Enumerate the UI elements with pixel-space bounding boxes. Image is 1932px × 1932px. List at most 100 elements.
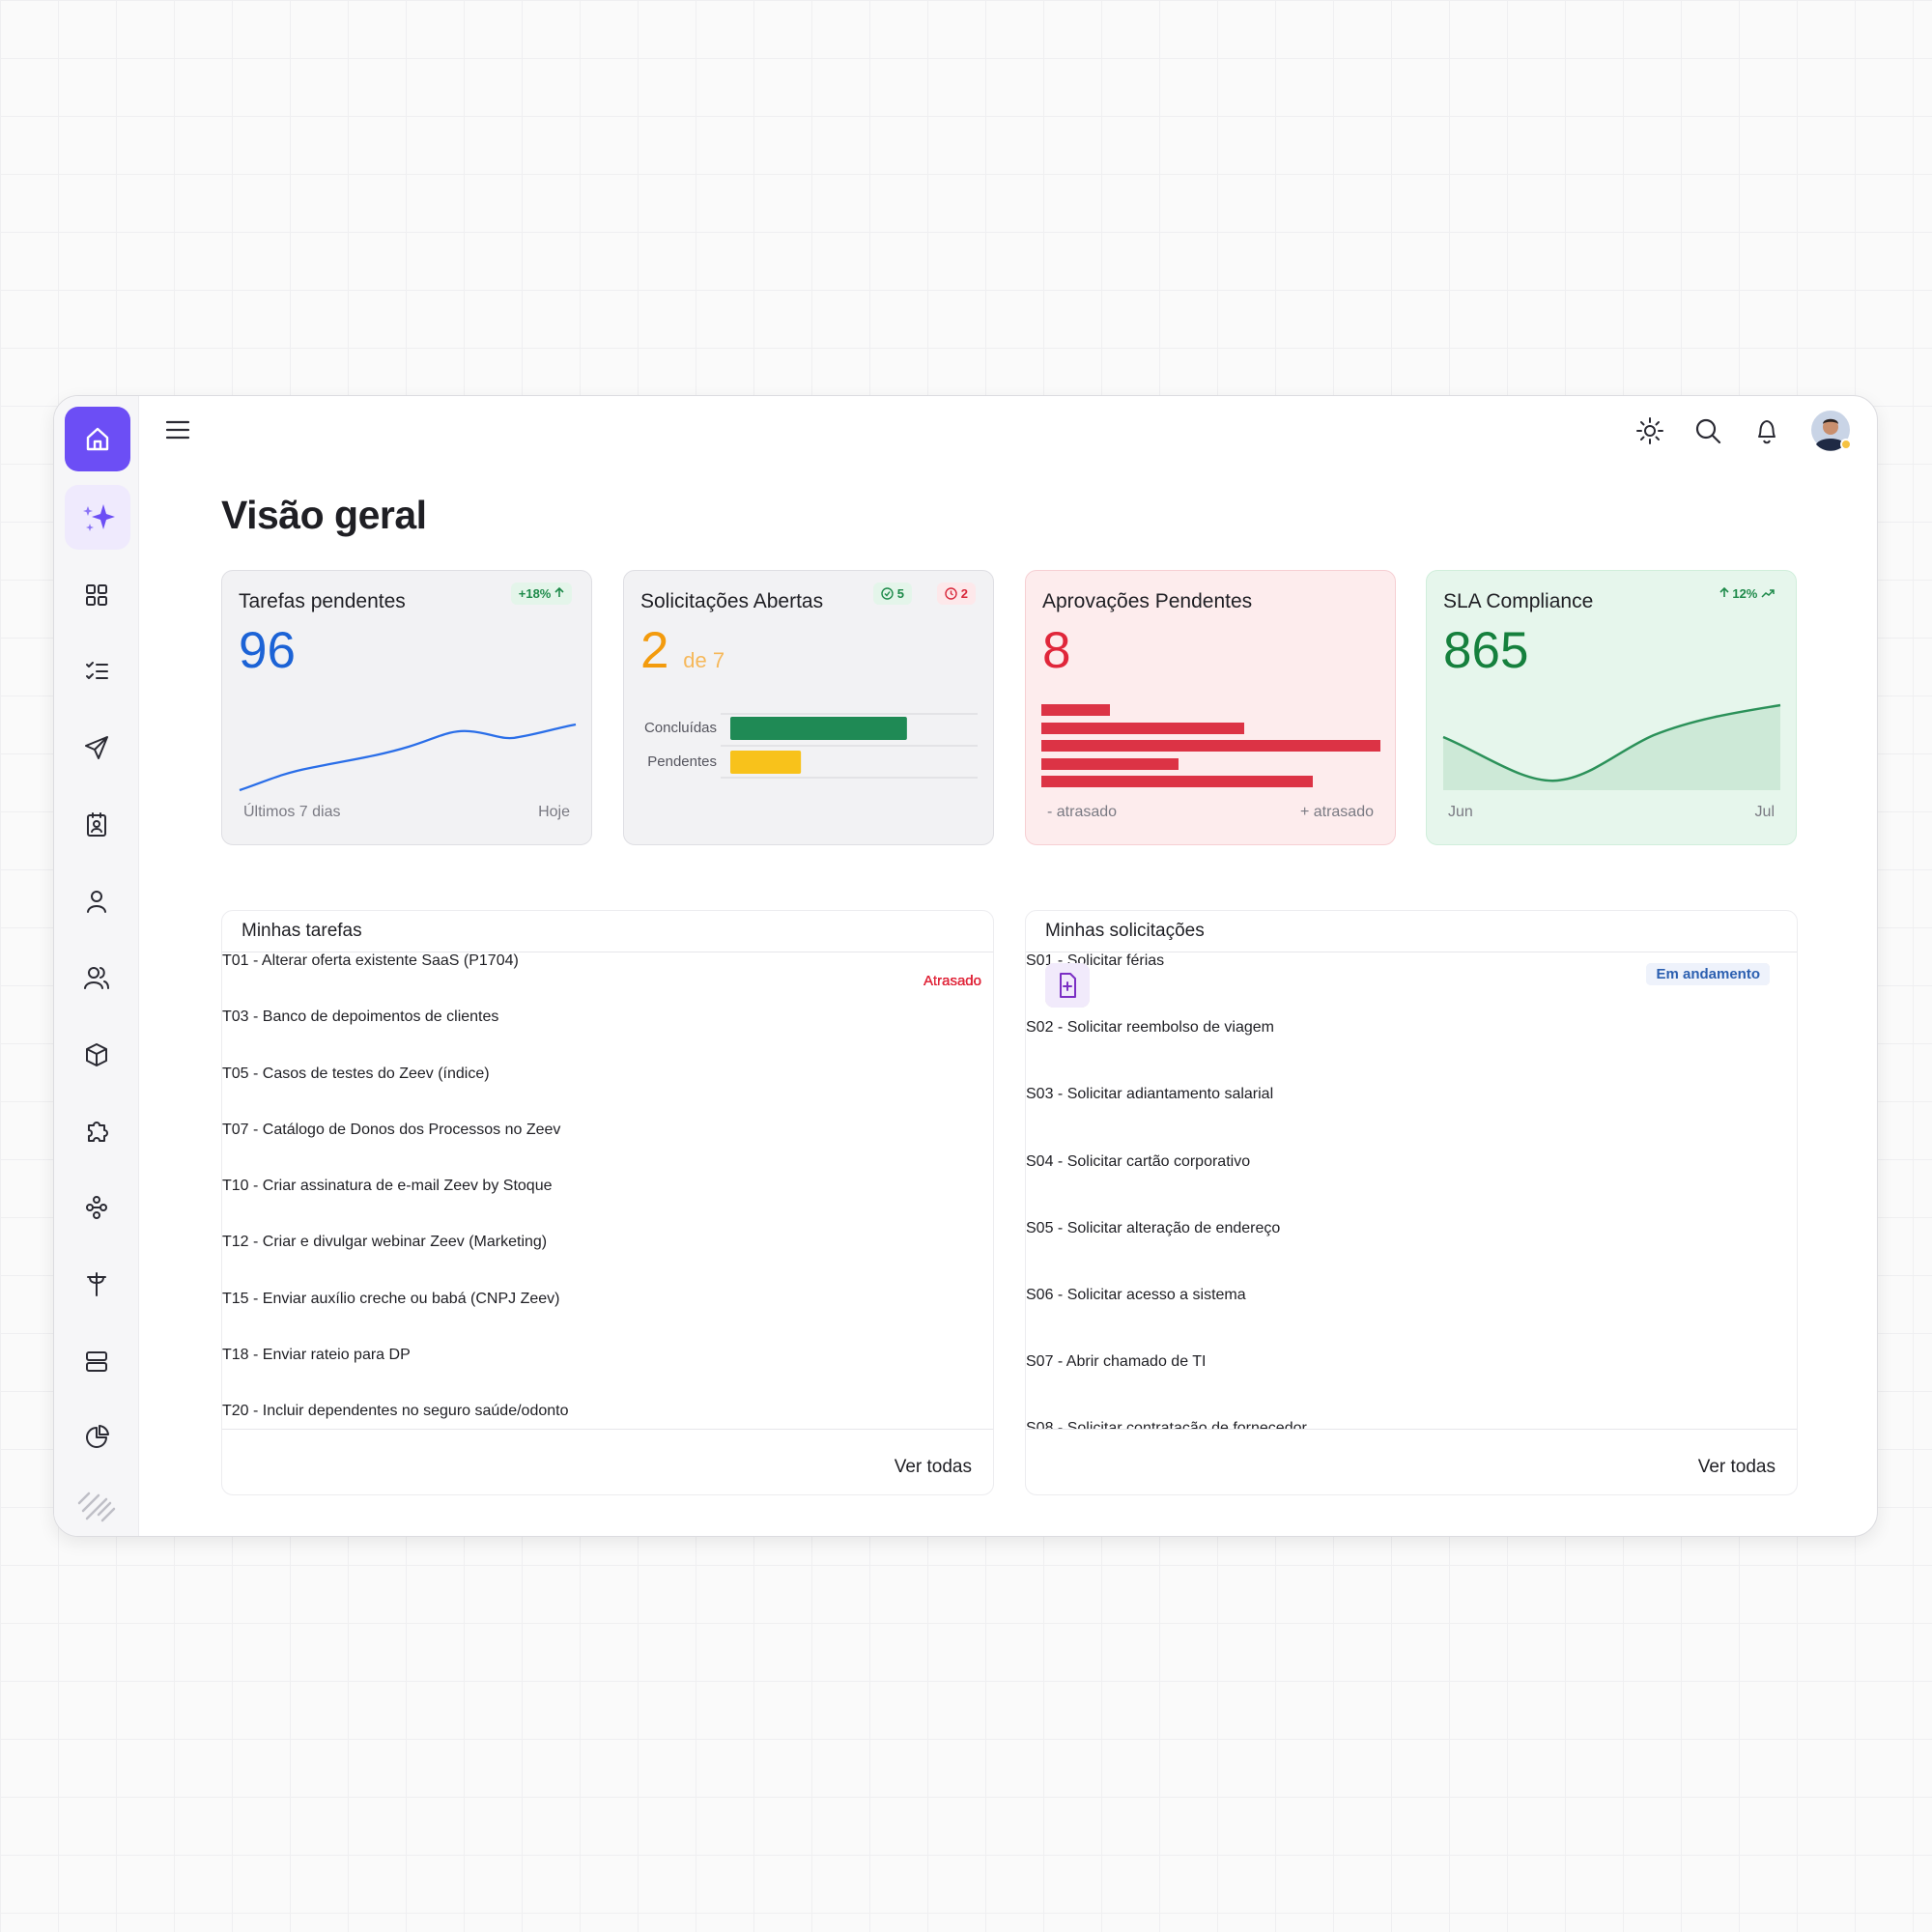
badge-text: 5 [896, 586, 904, 601]
task-row[interactable]: T05 - Casos de testes do Zeev (índice) At… [222, 973, 993, 1122]
status-label: Atrasado [923, 973, 981, 989]
task-name: T12 - Criar e divulgar webinar Zeev (Mar… [222, 1234, 548, 1251]
task-row[interactable]: T01 - Alterar oferta existente SaaS (P17… [222, 952, 993, 1009]
delay-bars [1041, 704, 1380, 787]
request-name: S07 - Abrir chamado de TI [1026, 1353, 1207, 1371]
request-row[interactable]: S07 - Abrir chamado de TINão concluído [1026, 963, 1797, 1420]
bar-label: Pendentes [647, 753, 717, 770]
progress-bars: Concluídas Pendentes [644, 713, 978, 779]
request-row[interactable]: S04 - Solicitar cartão corporativoRejeit… [1026, 963, 1797, 1220]
icon-glyph [1060, 973, 1076, 998]
avatar[interactable] [1810, 410, 1855, 454]
task-name: T07 - Catálogo de Donos dos Processos no… [222, 1121, 561, 1138]
nav-reports[interactable] [75, 1416, 118, 1459]
request-name: S06 - Solicitar acesso a sistema [1026, 1286, 1246, 1303]
kpi-card: Tarefas pendentes +18% 96 Últimos 7 dias… [221, 570, 592, 845]
status-label: Atrasado [923, 973, 981, 989]
task-row[interactable]: T12 - Criar e divulgar webinar Zeev (Mar… [222, 973, 993, 1290]
task-name: T10 - Criar assinatura de e-mail Zeev by… [222, 1178, 553, 1195]
kpi-card: SLA Compliance 12% 865 Jun Jul [1426, 570, 1797, 845]
bar-label: Concluídas [644, 720, 717, 736]
divider [1026, 1429, 1797, 1430]
trend-badge: 12% [1712, 582, 1782, 605]
status-label: Atrasado [923, 973, 981, 989]
kpi-number: 2 [640, 622, 669, 679]
task-row[interactable]: T20 - Incluir dependentes no seguro saúd… [222, 973, 993, 1429]
task-row[interactable]: T07 - Catálogo de Donos dos Processos no… [222, 973, 993, 1178]
nav-contacts[interactable] [75, 804, 118, 846]
page-title: Visão geral [221, 493, 427, 537]
bar-shape [1041, 723, 1244, 734]
request-row[interactable]: S03 - Solicitar adiantamento salarialCon… [1026, 963, 1797, 1152]
search-button[interactable] [1692, 415, 1723, 446]
task-name: T05 - Casos de testes do Zeev (índice) [222, 1065, 490, 1082]
kpi-value: 865 [1443, 622, 1529, 679]
nav-server[interactable] [75, 1340, 118, 1382]
status-label: Atrasado [923, 973, 981, 989]
see-all-link[interactable]: Ver todas [1697, 1457, 1776, 1477]
home-button[interactable] [65, 407, 130, 471]
status-label: Atrasado [923, 973, 981, 989]
ai-button[interactable] [65, 485, 130, 550]
menu-button[interactable] [163, 417, 192, 442]
trend-badge: +18% [510, 582, 572, 605]
bar-shape [1041, 758, 1179, 770]
kpi-value: 2 de 7 [640, 624, 724, 688]
task-name: T01 - Alterar oferta existente SaaS (P17… [222, 952, 519, 969]
panel-title: Minhas solicitações [1045, 921, 1205, 941]
footer-right: Jul [1754, 804, 1775, 820]
panel-title: Minhas tarefas [242, 921, 362, 941]
request-row[interactable]: S05 - Solicitar alteração de endereçoApr… [1026, 963, 1797, 1287]
bar [730, 751, 802, 774]
nav-send[interactable] [75, 726, 118, 769]
footer-left: - atrasado [1047, 804, 1118, 820]
check-icon [881, 587, 894, 600]
task-name: T20 - Incluir dependentes no seguro saúd… [222, 1403, 569, 1420]
task-row[interactable]: T03 - Banco de depoimentos de clientes At… [222, 973, 993, 1065]
task-name: T15 - Enviar auxílio creche ou babá (CNP… [222, 1290, 560, 1307]
nav-plugins[interactable] [75, 1110, 118, 1152]
nav-signpost[interactable] [75, 1263, 118, 1305]
footer-left: Últimos 7 dias [243, 804, 341, 820]
arrow-icon [554, 586, 564, 597]
bar [730, 717, 907, 740]
arrow-icon [1719, 586, 1729, 597]
status-label: Atrasado [923, 973, 981, 989]
area-chart [1442, 703, 1781, 790]
logo [77, 1492, 116, 1522]
footer-right: + atrasado [1299, 804, 1374, 820]
task-name: T03 - Banco de depoimentos de clientes [222, 1009, 499, 1026]
request-list: S01 - Solicitar fériasAprovadoS02 - Soli… [1026, 952, 1797, 1429]
footer-right: Hoje [538, 804, 570, 820]
card-title: Aprovações Pendentes [1042, 590, 1253, 612]
done-badge: 5 [873, 582, 912, 605]
request-row[interactable]: S02 - Solicitar reembolso de viagem Em an… [1026, 963, 1797, 1086]
clock-icon [945, 587, 957, 600]
total-number: 7 [712, 648, 725, 672]
request-name: S03 - Solicitar adiantamento salarial [1026, 1086, 1274, 1103]
task-row[interactable]: T15 - Enviar auxílio creche ou babá (CNP… [222, 973, 993, 1347]
theme-toggle[interactable] [1634, 415, 1665, 446]
kpi-card: Solicitações Abertas 5 2 2 de 7 Concluíd… [623, 570, 994, 845]
request-row[interactable]: S06 - Solicitar acesso a sistema Em andam… [1026, 963, 1797, 1353]
sparkline [239, 723, 577, 792]
total-prefix: de [683, 648, 707, 672]
nav-users[interactable] [75, 956, 118, 999]
footer-left: Jun [1448, 804, 1473, 820]
request-name: S02 - Solicitar reembolso de viagem [1026, 1019, 1275, 1037]
task-row[interactable]: T18 - Enviar rateio para DP Atrasado [222, 973, 993, 1403]
nav-flows[interactable] [75, 1186, 118, 1229]
nav-box[interactable] [75, 1034, 118, 1076]
card-title: Tarefas pendentes [239, 590, 406, 612]
nav-dashboard[interactable] [75, 574, 118, 616]
see-all-link[interactable]: Ver todas [894, 1457, 972, 1477]
card-title: Solicitações Abertas [640, 590, 824, 612]
notifications-button[interactable] [1751, 415, 1782, 446]
nav-user[interactable] [75, 880, 118, 923]
request-name: S08 - Solicitar contratação de fornecedo… [1026, 1420, 1307, 1429]
kpi-value: 96 [239, 622, 296, 679]
request-row[interactable]: S08 - Solicitar contratação de fornecedo… [1026, 963, 1797, 1429]
nav-tasks[interactable] [75, 650, 118, 693]
task-row[interactable]: T10 - Criar assinatura de e-mail Zeev by… [222, 973, 993, 1234]
